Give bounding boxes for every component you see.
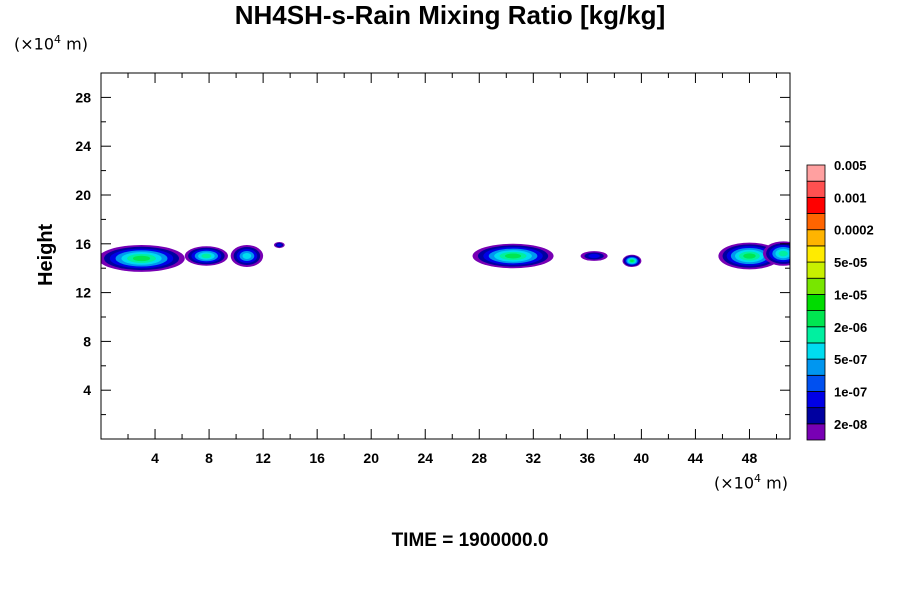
colorbar-label: 5e-07 [834,352,867,367]
field-contour [242,253,252,259]
colorbar-label: 1e-05 [834,287,867,302]
colorbar-swatch [806,374,826,392]
field-contour [201,253,212,259]
field-region [230,245,264,267]
field-contour [778,250,788,257]
field-contour [630,259,634,263]
field-region [184,246,228,266]
x-tick-label: 4 [151,450,159,466]
y-tick-label: 12 [75,285,91,301]
field-region [718,242,781,270]
chart-title: NH4SH-s-Rain Mixing Ratio [kg/kg] [234,0,666,30]
x-tick-label: 16 [309,450,325,466]
colorbar-swatch [806,213,826,231]
field-region [101,245,185,272]
field-region [273,241,285,249]
field-contour [743,253,756,259]
colorbar-swatch [806,407,826,425]
y-tick-label: 24 [75,138,91,154]
y-tick-label: 28 [75,89,91,105]
y-tick-label: 20 [75,187,91,203]
colorbar-swatch [806,326,826,344]
field-region [622,254,642,267]
plot-frame [100,72,791,440]
colorbar-swatch [806,261,826,279]
colorbar-swatch [806,294,826,311]
colorbar-label: 0.0002 [834,223,874,238]
y-axis-unit: (×104 m) [14,33,88,54]
colorbar-label: 0.001 [834,190,867,205]
x-tick-label: 40 [634,450,650,466]
colorbar-label: 0.005 [834,158,867,173]
field-contour [132,255,151,262]
colorbar-swatch [806,358,826,376]
colorbar-swatch [806,310,826,328]
x-tick-label: 12 [255,450,271,466]
field-region [580,251,608,261]
colorbar-swatch [806,423,826,441]
colorbar: 2e-08 1e-07 5e-07 2e-06 1e-05 5e-05 0.0002 0.00… [806,158,874,441]
colorbar-swatch [806,180,826,198]
colorbar-swatch [806,196,826,214]
x-tick-label: 28 [471,450,487,466]
colorbar-label: 2e-08 [834,417,867,432]
field-region [472,243,554,269]
x-axis-unit: (×104 m) [714,472,788,493]
field-contour [504,253,522,259]
colorbar-swatch [806,229,826,247]
colorbar-label: 2e-06 [834,320,867,335]
colorbar-swatch [806,164,826,182]
colorbar-swatch [806,342,826,360]
x-tick-label: 20 [363,450,379,466]
colorbar-swatch [806,391,826,409]
field-contour [277,243,282,247]
x-tick-label: 44 [688,450,704,466]
y-tick-label: 16 [75,236,91,252]
x-tick-label: 32 [526,450,542,466]
y-axis-ticks: 4 8 12 16 20 24 28 [75,89,790,416]
time-label: TIME = 1900000.0 [391,530,549,551]
x-tick-label: 48 [742,450,758,466]
colorbar-label: 5e-05 [834,255,867,270]
x-tick-label: 24 [417,450,433,466]
x-tick-label: 8 [205,450,213,466]
x-tick-label: 36 [580,450,596,466]
y-tick-label: 4 [83,382,91,398]
field-region [762,241,790,266]
field-contour [588,253,600,259]
colorbar-swatch [806,245,826,263]
x-axis-ticks: 4 8 12 16 20 24 28 32 36 40 44 48 [127,73,777,466]
colorbar-label: 1e-07 [834,384,867,399]
plot-fields [101,241,790,272]
y-tick-label: 8 [83,333,91,349]
colorbar-swatch [806,277,826,295]
